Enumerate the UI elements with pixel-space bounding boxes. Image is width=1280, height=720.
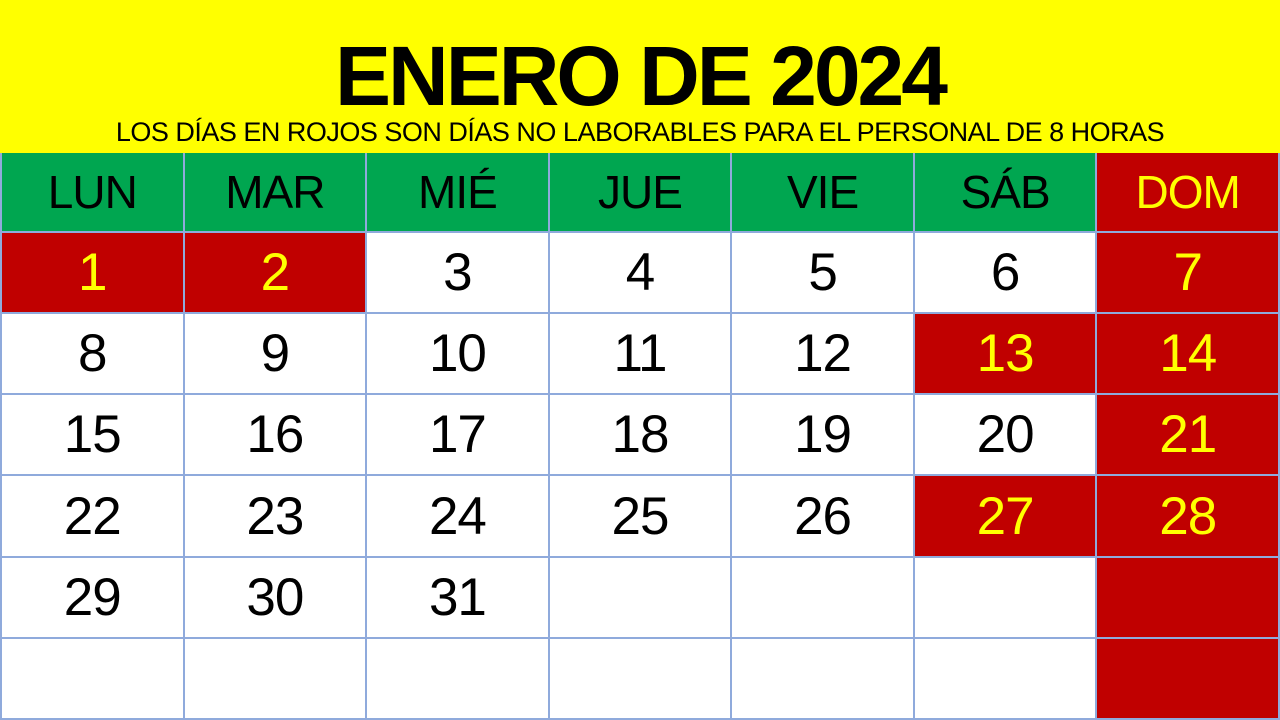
day-cell-24: 24: [367, 476, 550, 558]
day-cell-20: 20: [914, 395, 1098, 477]
empty-cell: [1097, 557, 1280, 639]
empty-cell: [184, 638, 368, 720]
day-cell-13: 13: [914, 314, 1098, 396]
day-cell-7: 7: [1097, 233, 1280, 315]
day-cell-31: 31: [367, 557, 550, 639]
day-header-vie: VIE: [732, 153, 915, 233]
day-header-jue: JUE: [549, 153, 733, 233]
day-header-mar: MAR: [184, 153, 368, 233]
empty-cell: [2, 638, 185, 720]
day-cell-16: 16: [184, 395, 368, 477]
empty-cell: [367, 638, 550, 720]
calendar-grid: LUN MAR MIÉ JUE VIE SÁB DOM 1 2 3 4 5 6 7 8 9 10 11 12 13 14…: [0, 153, 1280, 720]
day-cell-21: 21: [1097, 395, 1280, 477]
day-cell-11: 11: [549, 314, 733, 396]
empty-cell: [914, 638, 1098, 720]
day-cell-6: 6: [914, 233, 1098, 315]
empty-cell: [914, 557, 1098, 639]
day-cell-22: 22: [2, 476, 185, 558]
day-cell-18: 18: [549, 395, 733, 477]
day-cell-10: 10: [367, 314, 550, 396]
day-cell-3: 3: [367, 233, 550, 315]
day-cell-5: 5: [732, 233, 915, 315]
day-cell-30: 30: [184, 557, 368, 639]
banner-subtitle: LOS DÍAS EN ROJOS SON DÍAS NO LABORABLES…: [115, 116, 1165, 147]
empty-cell: [732, 557, 915, 639]
day-header-dom: DOM: [1097, 153, 1280, 233]
day-cell-9: 9: [184, 314, 368, 396]
day-cell-1: 1: [2, 233, 185, 315]
day-cell-8: 8: [2, 314, 185, 396]
empty-cell: [1097, 638, 1280, 720]
day-cell-12: 12: [732, 314, 915, 396]
empty-cell: [732, 638, 915, 720]
day-cell-23: 23: [184, 476, 368, 558]
empty-cell: [549, 557, 733, 639]
day-cell-15: 15: [2, 395, 185, 477]
day-cell-25: 25: [549, 476, 733, 558]
day-header-sab: SÁB: [914, 153, 1098, 233]
day-header-mie: MIÉ: [367, 153, 550, 233]
day-cell-26: 26: [732, 476, 915, 558]
day-cell-2: 2: [184, 233, 368, 315]
day-cell-19: 19: [732, 395, 915, 477]
day-cell-27: 27: [914, 476, 1098, 558]
empty-cell: [549, 638, 733, 720]
page-title: ENERO DE 2024: [335, 29, 948, 124]
day-header-lun: LUN: [2, 153, 185, 233]
day-cell-17: 17: [367, 395, 550, 477]
day-cell-4: 4: [549, 233, 733, 315]
day-cell-29: 29: [2, 557, 185, 639]
day-cell-28: 28: [1097, 476, 1280, 558]
banner: ENERO DE 2024 LOS DÍAS EN ROJOS SON DÍAS…: [0, 0, 1280, 153]
day-cell-14: 14: [1097, 314, 1280, 396]
